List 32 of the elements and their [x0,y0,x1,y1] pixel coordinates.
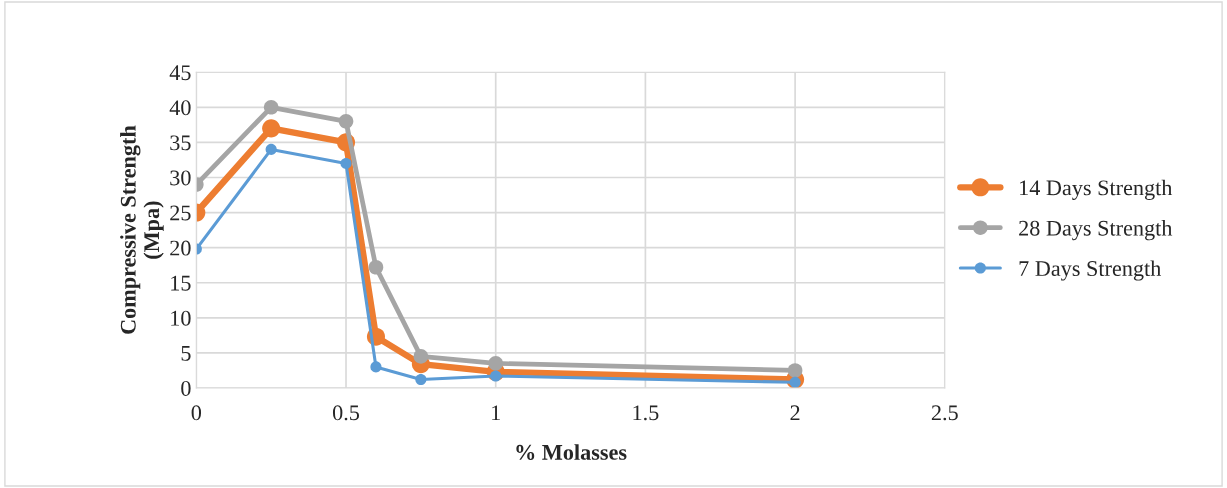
point [262,119,281,138]
point [265,143,277,155]
legend-label: 14 Days Strength [1020,179,1173,200]
x-tick-label: 0 [191,405,202,421]
y-tick-label: 10 [171,310,191,326]
point [415,373,427,386]
y-tick-label: 15 [171,275,191,291]
point [413,349,429,364]
x-tick-label: 1.5 [633,405,659,421]
point [263,100,279,115]
x-tick-label: 1 [492,405,500,421]
y-tick-label: 35 [170,135,191,151]
x-tick-label: 0.5 [332,405,360,421]
point [488,356,503,371]
y-tick-label: 25 [170,205,191,221]
point [338,114,354,129]
x-axis-title: % Molasses [516,444,627,460]
y-tick-label: 20 [170,240,191,256]
y-tick-label: 0 [181,380,191,396]
legend-label: 28 Days Strength [1019,220,1173,241]
point [370,361,382,373]
x-tick-label: 2.5 [931,405,958,421]
y-tick-label: 45 [169,65,191,81]
legend-label: 7 Days Strength [1019,260,1162,281]
y-tick-label: 30 [170,170,191,186]
y-tick-label: 5 [181,346,191,361]
y-axis-title: Compressive Strength (Mpa) [120,125,164,334]
point [340,157,352,169]
y-tick-label: 40 [169,100,191,116]
point [787,363,803,378]
point [368,259,384,275]
x-tick-label: 2 [790,405,800,421]
